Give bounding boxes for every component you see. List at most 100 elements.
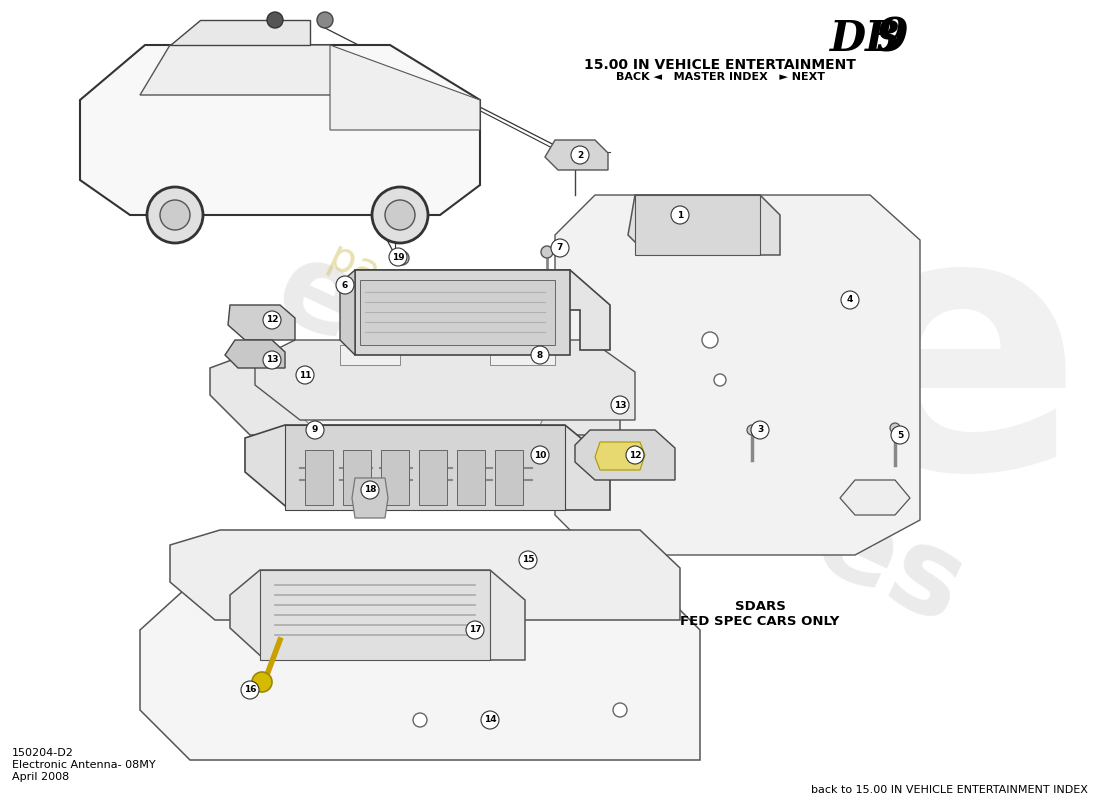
Text: Electronic Antenna- 08MY: Electronic Antenna- 08MY [12, 760, 155, 770]
Polygon shape [544, 140, 608, 170]
Text: 14: 14 [484, 715, 496, 725]
Polygon shape [381, 450, 409, 505]
Text: 4: 4 [847, 295, 854, 305]
Circle shape [842, 291, 859, 309]
Polygon shape [170, 20, 310, 45]
Circle shape [610, 396, 629, 414]
Text: 150204-D2: 150204-D2 [12, 748, 74, 758]
Circle shape [714, 374, 726, 386]
Polygon shape [228, 305, 295, 340]
Circle shape [751, 421, 769, 439]
Polygon shape [355, 270, 610, 350]
Polygon shape [330, 45, 480, 130]
Polygon shape [170, 530, 680, 620]
Text: 3: 3 [757, 426, 763, 434]
Circle shape [361, 481, 379, 499]
Polygon shape [305, 450, 333, 505]
Text: 10: 10 [534, 450, 547, 459]
Text: 5: 5 [896, 430, 903, 439]
Circle shape [531, 446, 549, 464]
Polygon shape [140, 580, 700, 760]
Circle shape [565, 395, 575, 405]
Circle shape [541, 246, 553, 258]
Text: eurospares: eurospares [257, 230, 982, 650]
Circle shape [481, 711, 499, 729]
Circle shape [890, 423, 900, 433]
Text: passionforpartssince 1985: passionforpartssince 1985 [321, 234, 838, 506]
Polygon shape [456, 450, 485, 505]
Polygon shape [575, 430, 675, 480]
Text: 8: 8 [537, 350, 543, 359]
Circle shape [395, 251, 409, 265]
Circle shape [252, 672, 272, 692]
Polygon shape [355, 270, 570, 355]
Text: 13: 13 [266, 355, 278, 365]
Circle shape [519, 551, 537, 569]
Text: back to 15.00 IN VEHICLE ENTERTAINMENT INDEX: back to 15.00 IN VEHICLE ENTERTAINMENT I… [811, 785, 1088, 795]
Text: SDARS
FED SPEC CARS ONLY: SDARS FED SPEC CARS ONLY [680, 600, 839, 628]
Circle shape [267, 12, 283, 28]
Circle shape [160, 200, 190, 230]
Circle shape [317, 12, 333, 28]
Text: e: e [837, 195, 1082, 545]
Circle shape [147, 187, 204, 243]
Circle shape [551, 239, 569, 257]
Polygon shape [260, 570, 490, 660]
Text: 18: 18 [364, 486, 376, 494]
Text: 16: 16 [244, 686, 256, 694]
Circle shape [372, 187, 428, 243]
Text: 15.00 IN VEHICLE ENTERTAINMENT: 15.00 IN VEHICLE ENTERTAINMENT [584, 58, 856, 72]
Circle shape [296, 366, 314, 384]
Polygon shape [245, 425, 611, 510]
Polygon shape [255, 340, 635, 420]
Polygon shape [595, 442, 645, 470]
Circle shape [613, 703, 627, 717]
Polygon shape [230, 570, 525, 660]
Circle shape [466, 621, 484, 639]
Circle shape [280, 395, 290, 405]
Polygon shape [495, 450, 522, 505]
Circle shape [385, 200, 415, 230]
Text: 2: 2 [576, 150, 583, 159]
Polygon shape [490, 345, 556, 365]
Circle shape [571, 146, 588, 164]
Text: April 2008: April 2008 [12, 772, 69, 782]
Circle shape [626, 446, 644, 464]
Polygon shape [360, 280, 556, 345]
Text: DB: DB [830, 18, 901, 60]
Polygon shape [343, 450, 371, 505]
Text: 17: 17 [469, 626, 482, 634]
Polygon shape [340, 345, 400, 365]
Circle shape [263, 311, 280, 329]
Circle shape [891, 426, 909, 444]
Text: 9: 9 [311, 426, 318, 434]
Text: 6: 6 [342, 281, 348, 290]
Text: 12: 12 [629, 450, 641, 459]
Polygon shape [285, 425, 565, 510]
Polygon shape [80, 45, 480, 215]
Polygon shape [226, 340, 285, 368]
Circle shape [702, 332, 718, 348]
Polygon shape [556, 195, 920, 555]
Circle shape [412, 713, 427, 727]
Text: BACK ◄   MASTER INDEX   ► NEXT: BACK ◄ MASTER INDEX ► NEXT [616, 72, 825, 82]
Text: 19: 19 [392, 253, 405, 262]
Polygon shape [352, 478, 388, 518]
Polygon shape [419, 450, 447, 505]
Polygon shape [210, 355, 620, 435]
Polygon shape [635, 195, 760, 255]
Polygon shape [140, 45, 379, 95]
Circle shape [389, 248, 407, 266]
Polygon shape [628, 195, 780, 255]
Text: 13: 13 [614, 401, 626, 410]
Text: 12: 12 [266, 315, 278, 325]
Circle shape [263, 351, 280, 369]
Circle shape [336, 276, 354, 294]
Text: 7: 7 [557, 243, 563, 253]
Circle shape [241, 681, 258, 699]
Text: 1: 1 [676, 210, 683, 219]
Text: 9: 9 [876, 15, 909, 61]
Text: 11: 11 [299, 370, 311, 379]
Polygon shape [290, 365, 560, 425]
Polygon shape [340, 270, 355, 355]
